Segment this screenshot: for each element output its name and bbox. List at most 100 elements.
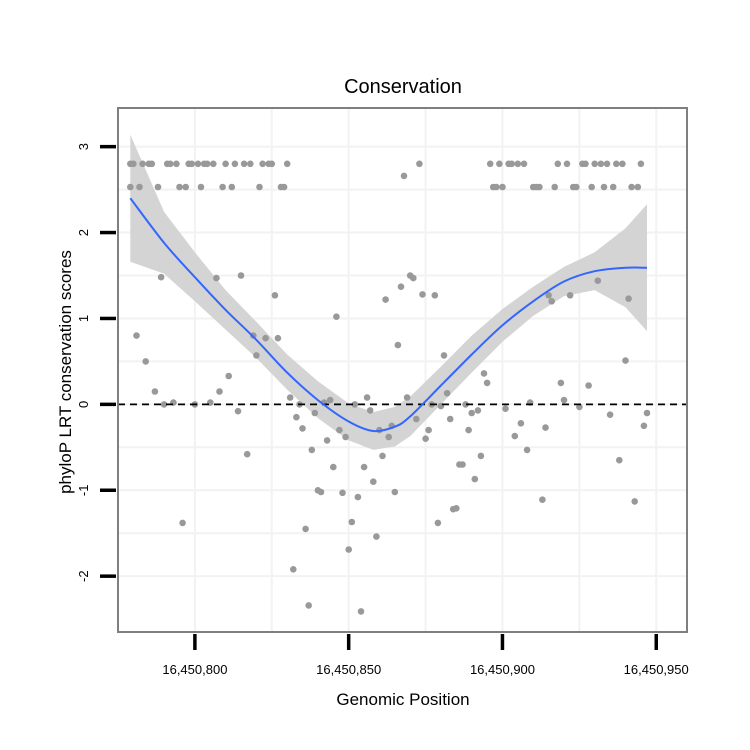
data-point xyxy=(133,332,140,339)
plot-panel xyxy=(117,107,688,633)
data-point xyxy=(566,292,574,299)
data-point xyxy=(363,394,371,401)
data-point xyxy=(330,463,337,471)
data-point xyxy=(157,273,165,281)
data-point xyxy=(520,160,528,168)
data-point xyxy=(425,426,432,434)
data-point xyxy=(179,519,186,527)
data-point xyxy=(514,160,522,168)
data-point xyxy=(634,183,642,191)
data-point xyxy=(508,160,515,168)
data-point xyxy=(154,183,162,191)
data-point xyxy=(370,478,377,486)
data-point xyxy=(151,388,159,395)
data-point xyxy=(351,401,359,408)
data-point xyxy=(391,488,399,496)
data-point xyxy=(474,407,482,414)
data-point xyxy=(554,160,562,168)
data-point xyxy=(600,183,608,191)
data-point xyxy=(496,160,503,168)
data-point xyxy=(333,313,340,321)
data-point xyxy=(219,183,226,191)
data-point xyxy=(203,160,211,168)
data-point xyxy=(539,496,546,504)
data-point xyxy=(243,450,251,458)
data-point xyxy=(397,283,405,291)
data-point xyxy=(536,183,543,191)
data-point xyxy=(471,475,479,483)
data-point xyxy=(256,183,263,191)
data-point xyxy=(443,389,451,397)
data-point xyxy=(216,388,223,395)
data-point xyxy=(360,463,368,471)
data-point xyxy=(194,160,202,168)
data-point xyxy=(357,608,365,615)
data-point xyxy=(283,160,291,168)
data-point xyxy=(468,409,476,417)
x-tick-label: 16,450,800 xyxy=(162,662,227,677)
data-point xyxy=(400,172,408,180)
x-axis-title: Genomic Position xyxy=(336,690,469,709)
data-point xyxy=(348,518,356,526)
data-point xyxy=(410,274,417,282)
data-point xyxy=(511,432,519,440)
data-point xyxy=(342,433,349,441)
x-axis: 16,450,800 16,450,850 16,450,900 16,450,950 xyxy=(162,634,689,677)
data-point xyxy=(139,160,146,168)
data-point xyxy=(317,488,325,496)
data-point xyxy=(616,456,623,464)
data-point xyxy=(613,160,620,168)
chart-title: Conservation xyxy=(344,76,462,98)
y-tick-label: 1 xyxy=(76,315,91,322)
data-point xyxy=(274,334,282,342)
data-point xyxy=(453,505,460,512)
data-point xyxy=(606,411,614,419)
data-points xyxy=(127,160,651,615)
data-point xyxy=(416,160,423,168)
data-point xyxy=(413,415,420,423)
data-point xyxy=(486,160,494,168)
data-point xyxy=(394,341,402,349)
data-point xyxy=(603,160,611,168)
data-point xyxy=(148,160,156,168)
plot-background xyxy=(118,108,687,632)
confidence-band xyxy=(130,134,648,450)
data-point xyxy=(290,566,297,573)
data-point xyxy=(419,291,426,298)
data-point xyxy=(560,396,568,404)
data-point xyxy=(323,437,331,444)
data-point xyxy=(480,370,488,377)
data-point xyxy=(127,183,134,191)
data-point xyxy=(366,407,374,414)
data-point xyxy=(609,183,617,191)
y-tick-label: 2 xyxy=(76,229,91,236)
data-point xyxy=(446,415,454,423)
data-point xyxy=(240,160,248,168)
data-point xyxy=(326,396,334,404)
data-point xyxy=(237,272,245,279)
data-point xyxy=(493,183,500,191)
data-point xyxy=(563,160,571,168)
data-point xyxy=(228,183,236,191)
y-axis: -2 -1 0 1 2 3 xyxy=(76,143,116,582)
data-point xyxy=(403,394,411,401)
data-point xyxy=(523,446,531,454)
data-point xyxy=(231,160,239,168)
y-tick-label: -1 xyxy=(76,485,91,497)
data-point xyxy=(499,183,506,191)
data-point xyxy=(459,461,466,468)
data-point xyxy=(517,420,525,427)
data-point xyxy=(247,160,254,168)
x-tick-label: 16,450,900 xyxy=(470,662,535,677)
data-point xyxy=(308,446,316,454)
data-point xyxy=(311,409,319,417)
data-point xyxy=(142,358,149,365)
data-point xyxy=(483,379,491,387)
data-point xyxy=(434,519,442,527)
data-point xyxy=(293,413,300,421)
data-point xyxy=(173,160,180,168)
y-tick-label: 0 xyxy=(76,401,91,408)
data-point xyxy=(213,274,220,282)
data-point xyxy=(299,425,306,432)
